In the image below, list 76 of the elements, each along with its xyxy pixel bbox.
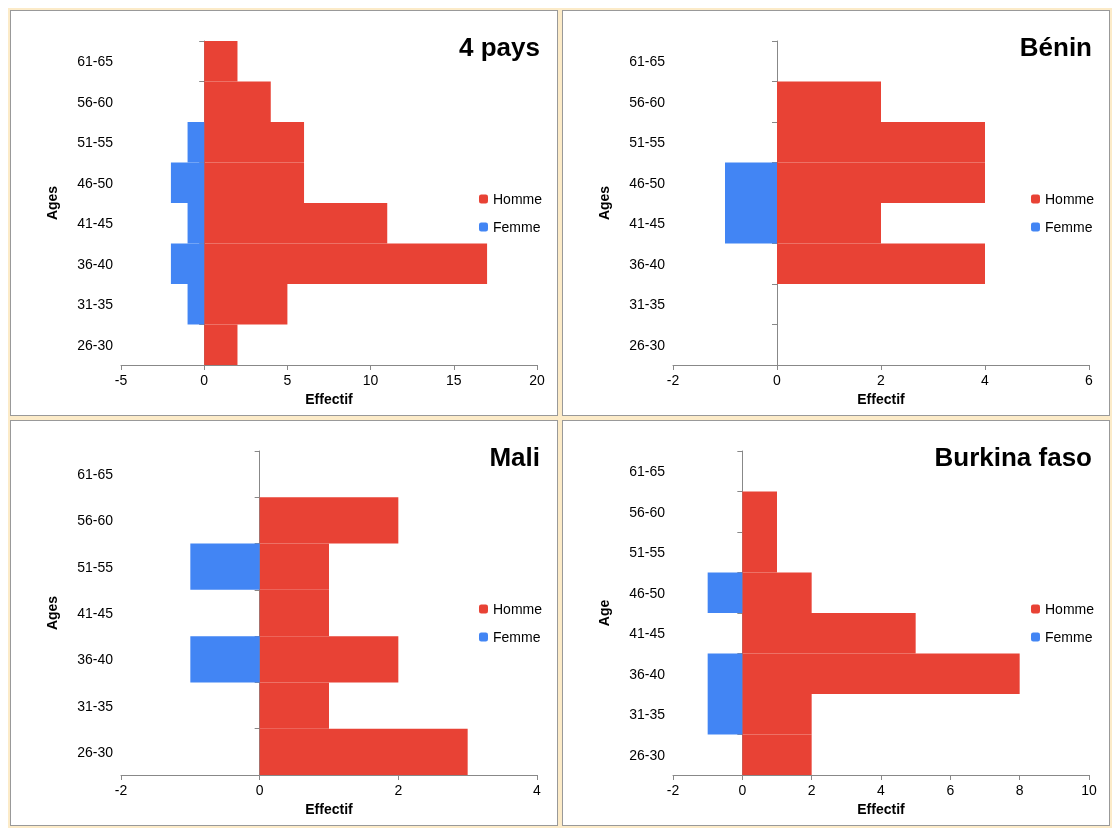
x-tick-label: 10: [1081, 782, 1097, 798]
legend-label: Homme: [1044, 601, 1095, 617]
chart-title: 4 pays: [459, 32, 541, 62]
y-tick-label: 56-60: [77, 93, 114, 110]
x-tick-label: 2: [807, 782, 816, 798]
x-tick-label: 5: [283, 372, 292, 388]
y-tick-label: 31-35: [629, 296, 666, 313]
bar: [707, 572, 743, 613]
y-tick-label: 26-30: [629, 336, 666, 353]
bar: [190, 636, 260, 683]
x-tick-label: 2: [877, 372, 886, 388]
y-tick-label: 36-40: [77, 651, 114, 668]
x-tick-label: 6: [946, 782, 955, 798]
x-tick-label: 8: [1015, 782, 1024, 798]
legend-label: Femme: [492, 219, 541, 235]
y-tick-label: 26-30: [77, 336, 114, 353]
y-tick-label: 56-60: [629, 93, 666, 110]
y-tick-label: 61-65: [77, 53, 114, 70]
x-tick-label: 0: [738, 782, 747, 798]
y-tick-label: 31-35: [77, 697, 114, 714]
x-axis-title: Effectif: [857, 390, 906, 407]
x-axis-title: Effectif: [305, 800, 354, 817]
x-tick-label: -2: [114, 782, 128, 798]
x-tick-label: 2: [394, 782, 403, 798]
x-axis-title: Effectif: [857, 800, 906, 817]
x-tick-label: 6: [1085, 372, 1094, 388]
y-axis-title: Age: [596, 599, 612, 627]
legend-label: Homme: [492, 191, 543, 207]
x-tick-label: -2: [666, 782, 680, 798]
x-tick-label: 15: [446, 372, 462, 388]
legend-label: Femme: [1044, 219, 1093, 235]
x-tick-label: 0: [255, 782, 264, 798]
legend-label: Femme: [492, 629, 541, 645]
y-tick-label: 31-35: [629, 706, 666, 723]
x-tick-label: -5: [114, 372, 128, 388]
y-tick-label: 51-55: [629, 134, 666, 151]
x-tick-label: 0: [773, 372, 782, 388]
chart-title: Mali: [489, 442, 541, 472]
bar: [190, 543, 260, 590]
y-tick-label: 51-55: [629, 544, 666, 561]
y-tick-label: 56-60: [629, 503, 666, 520]
y-tick-label: 41-45: [629, 625, 666, 642]
y-tick-label: 51-55: [77, 558, 114, 575]
y-tick-label: 41-45: [77, 215, 114, 232]
x-tick-label: -2: [666, 372, 680, 388]
y-tick-label: 51-55: [77, 134, 114, 151]
y-tick-label: 41-45: [77, 605, 114, 621]
x-tick-label: 4: [981, 372, 990, 388]
y-tick-label: 61-65: [629, 53, 666, 70]
x-axis-title: Effectif: [305, 390, 354, 407]
chart-title: Bénin: [1019, 32, 1093, 62]
y-axis-title: Ages: [596, 185, 612, 221]
y-tick-label: 31-35: [77, 296, 114, 313]
legend-label: Homme: [1044, 191, 1095, 207]
y-tick-label: 61-65: [629, 463, 666, 480]
legend-label: Femme: [1044, 629, 1093, 645]
chart-title: Burkina faso: [934, 442, 1093, 472]
y-tick-label: 46-50: [629, 174, 666, 191]
x-tick-label: 0: [200, 372, 209, 388]
legend-label: Homme: [492, 601, 543, 617]
y-tick-label: 26-30: [77, 743, 114, 760]
y-tick-label: 46-50: [77, 174, 114, 191]
y-tick-label: 61-65: [77, 466, 114, 483]
y-tick-label: 46-50: [629, 584, 666, 601]
y-tick-label: 36-40: [77, 255, 114, 272]
y-axis-title: Ages: [44, 595, 60, 631]
x-tick-label: 10: [362, 372, 379, 388]
x-tick-label: 4: [533, 782, 542, 798]
y-tick-label: 41-45: [629, 215, 666, 232]
y-tick-label: 36-40: [629, 255, 666, 272]
y-tick-label: 56-60: [77, 512, 114, 529]
x-tick-label: 4: [877, 782, 886, 798]
x-tick-label: 20: [529, 372, 545, 388]
y-tick-label: 26-30: [629, 746, 666, 763]
y-axis-title: Ages: [44, 185, 60, 221]
y-tick-label: 36-40: [629, 665, 666, 682]
